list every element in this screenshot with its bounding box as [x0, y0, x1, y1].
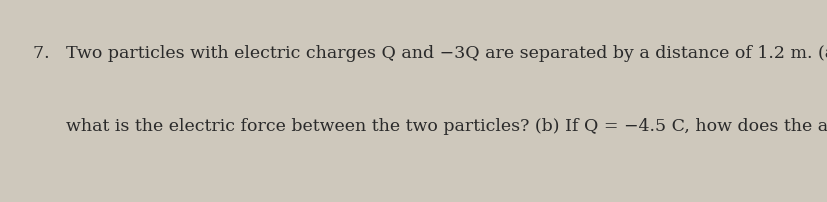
Text: what is the electric force between the two particles? (b) If Q = −4.5 C, how doe: what is the electric force between the t…	[33, 117, 827, 134]
Text: 7.   Two particles with electric charges Q and −3Q are separated by a distance o: 7. Two particles with electric charges Q…	[33, 44, 827, 61]
